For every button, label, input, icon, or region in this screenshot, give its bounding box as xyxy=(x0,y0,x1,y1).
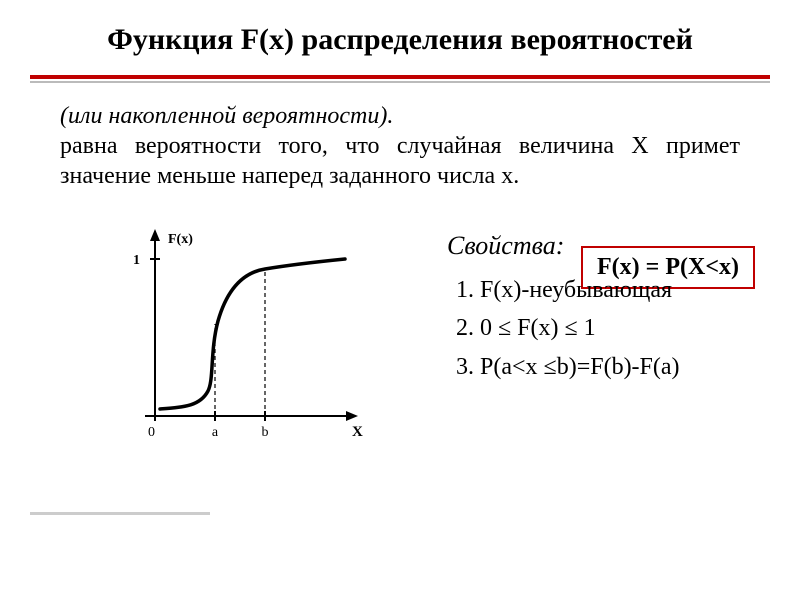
xtick-b: b xyxy=(262,425,269,440)
property-item: F(x)-неубывающая xyxy=(480,271,775,309)
origin-label: 0 xyxy=(148,425,155,440)
paragraph-italic: (или накопленной вероятности). xyxy=(60,103,393,129)
body-paragraph: (или накопленной вероятности). равна вер… xyxy=(0,101,800,201)
property-item: P(a<x ≤b)=F(b)-F(a) xyxy=(480,348,775,386)
cdf-curve xyxy=(160,259,345,409)
ytick-1: 1 xyxy=(133,253,140,268)
cdf-chart: 1 F(x) X 0 a b xyxy=(100,211,380,461)
x-axis-label: X xyxy=(352,424,363,440)
title-underline xyxy=(30,75,770,79)
y-axis-label: F(x) xyxy=(168,232,193,247)
paragraph-main: равна вероятности того, что случайная ве… xyxy=(60,133,740,189)
property-item: 0 ≤ F(x) ≤ 1 xyxy=(480,309,775,347)
properties-list: F(x)-неубывающая 0 ≤ F(x) ≤ 1 P(a<x ≤b)=… xyxy=(405,271,775,386)
xtick-a: a xyxy=(212,425,219,440)
properties-block: Свойства: F(x)-неубывающая 0 ≤ F(x) ≤ 1 … xyxy=(405,231,775,386)
properties-title: Свойства: xyxy=(405,231,775,261)
page-title: Функция F(x) распределения вероятностей xyxy=(60,20,740,59)
title-underline-shadow xyxy=(30,81,770,83)
footer-rule xyxy=(30,512,210,515)
